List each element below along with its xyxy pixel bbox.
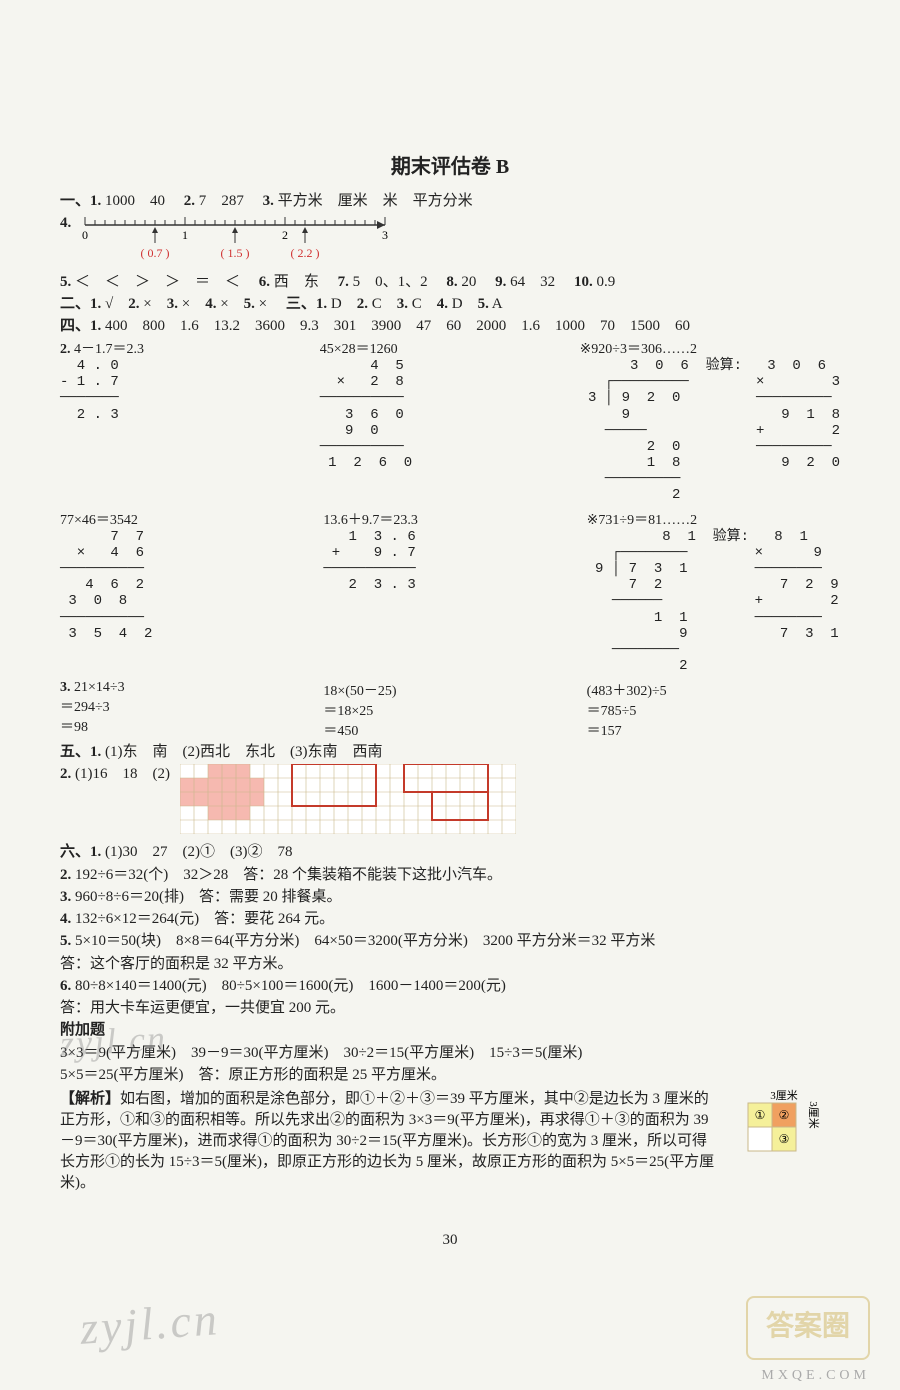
svg-text:3厘米: 3厘米	[770, 1089, 798, 1102]
sec4-q1: 四、1. 400 800 1.6 13.2 3600 9.3 301 3900 …	[60, 316, 840, 336]
sec6-q1: 六、1. (1)30 27 (2)① (3)② 78	[60, 842, 840, 862]
sec1-label: 一、	[60, 193, 90, 209]
svg-text:( 1.5 ): ( 1.5 )	[221, 246, 250, 260]
page-title: 期末评估卷 B	[60, 150, 840, 179]
calc-4: 7 7 × 4 6 ────────── 4 6 2 3 0 8 ───────…	[60, 529, 313, 642]
mxqe-text: MXQE.COM	[761, 1368, 870, 1384]
watermark-1: zyjl.cn	[59, 1017, 168, 1065]
sec1-line1: 一、1. 1000 40 2. 7 287 3. 平方米 厘米 米 平方分米	[60, 191, 840, 211]
sec1-line3: 5. ＜ ＜ ＞ ＞ ＝ ＜ 6. 西 东 7. 5 0、1、2 8. 20 9…	[60, 272, 840, 292]
calc-2: 4 5 × 2 8 ────────── 3 6 0 9 0 ─────────…	[320, 358, 570, 471]
calc-6: 8 1 验算: 8 1 ┌──────── × 9 9 │ 7 3 1 ────…	[587, 529, 840, 674]
sec5-q1: 五、1. (1)东 南 (2)西北 东北 (3)东南 西南	[60, 742, 840, 762]
svg-text:( 2.2 ): ( 2.2 )	[291, 246, 320, 260]
extra-diagram: ①② ③ 3厘米 3厘米	[738, 1087, 840, 1184]
svg-text:0: 0	[82, 228, 88, 242]
svg-text:3厘米: 3厘米	[807, 1101, 820, 1129]
watermark-2: zyjl.cn	[78, 1292, 221, 1355]
page: 期末评估卷 B 一、1. 1000 40 2. 7 287 3. 平方米 厘米 …	[0, 0, 900, 1289]
svg-text:1: 1	[182, 228, 188, 242]
sec2-3: 二、1. √ 2. × 3. × 4. × 5. × 三、1. D 2. C 3…	[60, 294, 840, 314]
sec1-q4: 4. 0123( 0.7 )( 1.5 )( 2.2 )	[60, 213, 840, 269]
comparison-answers: ＜ ＜ ＞ ＞ ＝ ＜	[75, 274, 240, 290]
stamp: 答案圈	[746, 1296, 870, 1360]
svg-text:③: ③	[779, 1132, 790, 1146]
analysis-row: 【解析】如右图，增加的面积是涂色部分，即①＋②＋③＝39 平方厘米，其中②是边长…	[60, 1087, 840, 1192]
calc-1: 4 . 0 - 1 . 7 ─────── 2 . 3	[60, 358, 310, 422]
page-number: 30	[60, 1232, 840, 1249]
calc-3: 3 0 6 验算: 3 0 6 ┌───────── × 3 3 │ 9 2 0…	[580, 358, 840, 503]
svg-text:( 0.7 ): ( 0.7 )	[141, 246, 170, 260]
calc-5: 1 3 . 6 + 9 . 7 ─────────── 2 3 . 3	[323, 529, 576, 593]
svg-text:2: 2	[282, 228, 288, 242]
extra-label: 附加题	[60, 1020, 840, 1040]
svg-text:3: 3	[382, 228, 388, 242]
grid-diagram	[180, 764, 516, 840]
sec5-q2: 2. (1)16 18 (2)	[60, 764, 840, 840]
sec4-q3: 3. 21×14÷3 ＝294÷3 ＝98 18×(50－25) ＝18×25 …	[60, 680, 840, 740]
svg-text:②: ②	[779, 1108, 790, 1122]
svg-text:①: ①	[755, 1108, 766, 1122]
sec4-q2-row1: 2. 4－1.7＝2.3 4 . 0 - 1 . 7 ─────── 2 . 3…	[60, 338, 840, 503]
sec4-q2-row2: 77×46＝3542 7 7 × 4 6 ────────── 4 6 2 3 …	[60, 509, 840, 674]
